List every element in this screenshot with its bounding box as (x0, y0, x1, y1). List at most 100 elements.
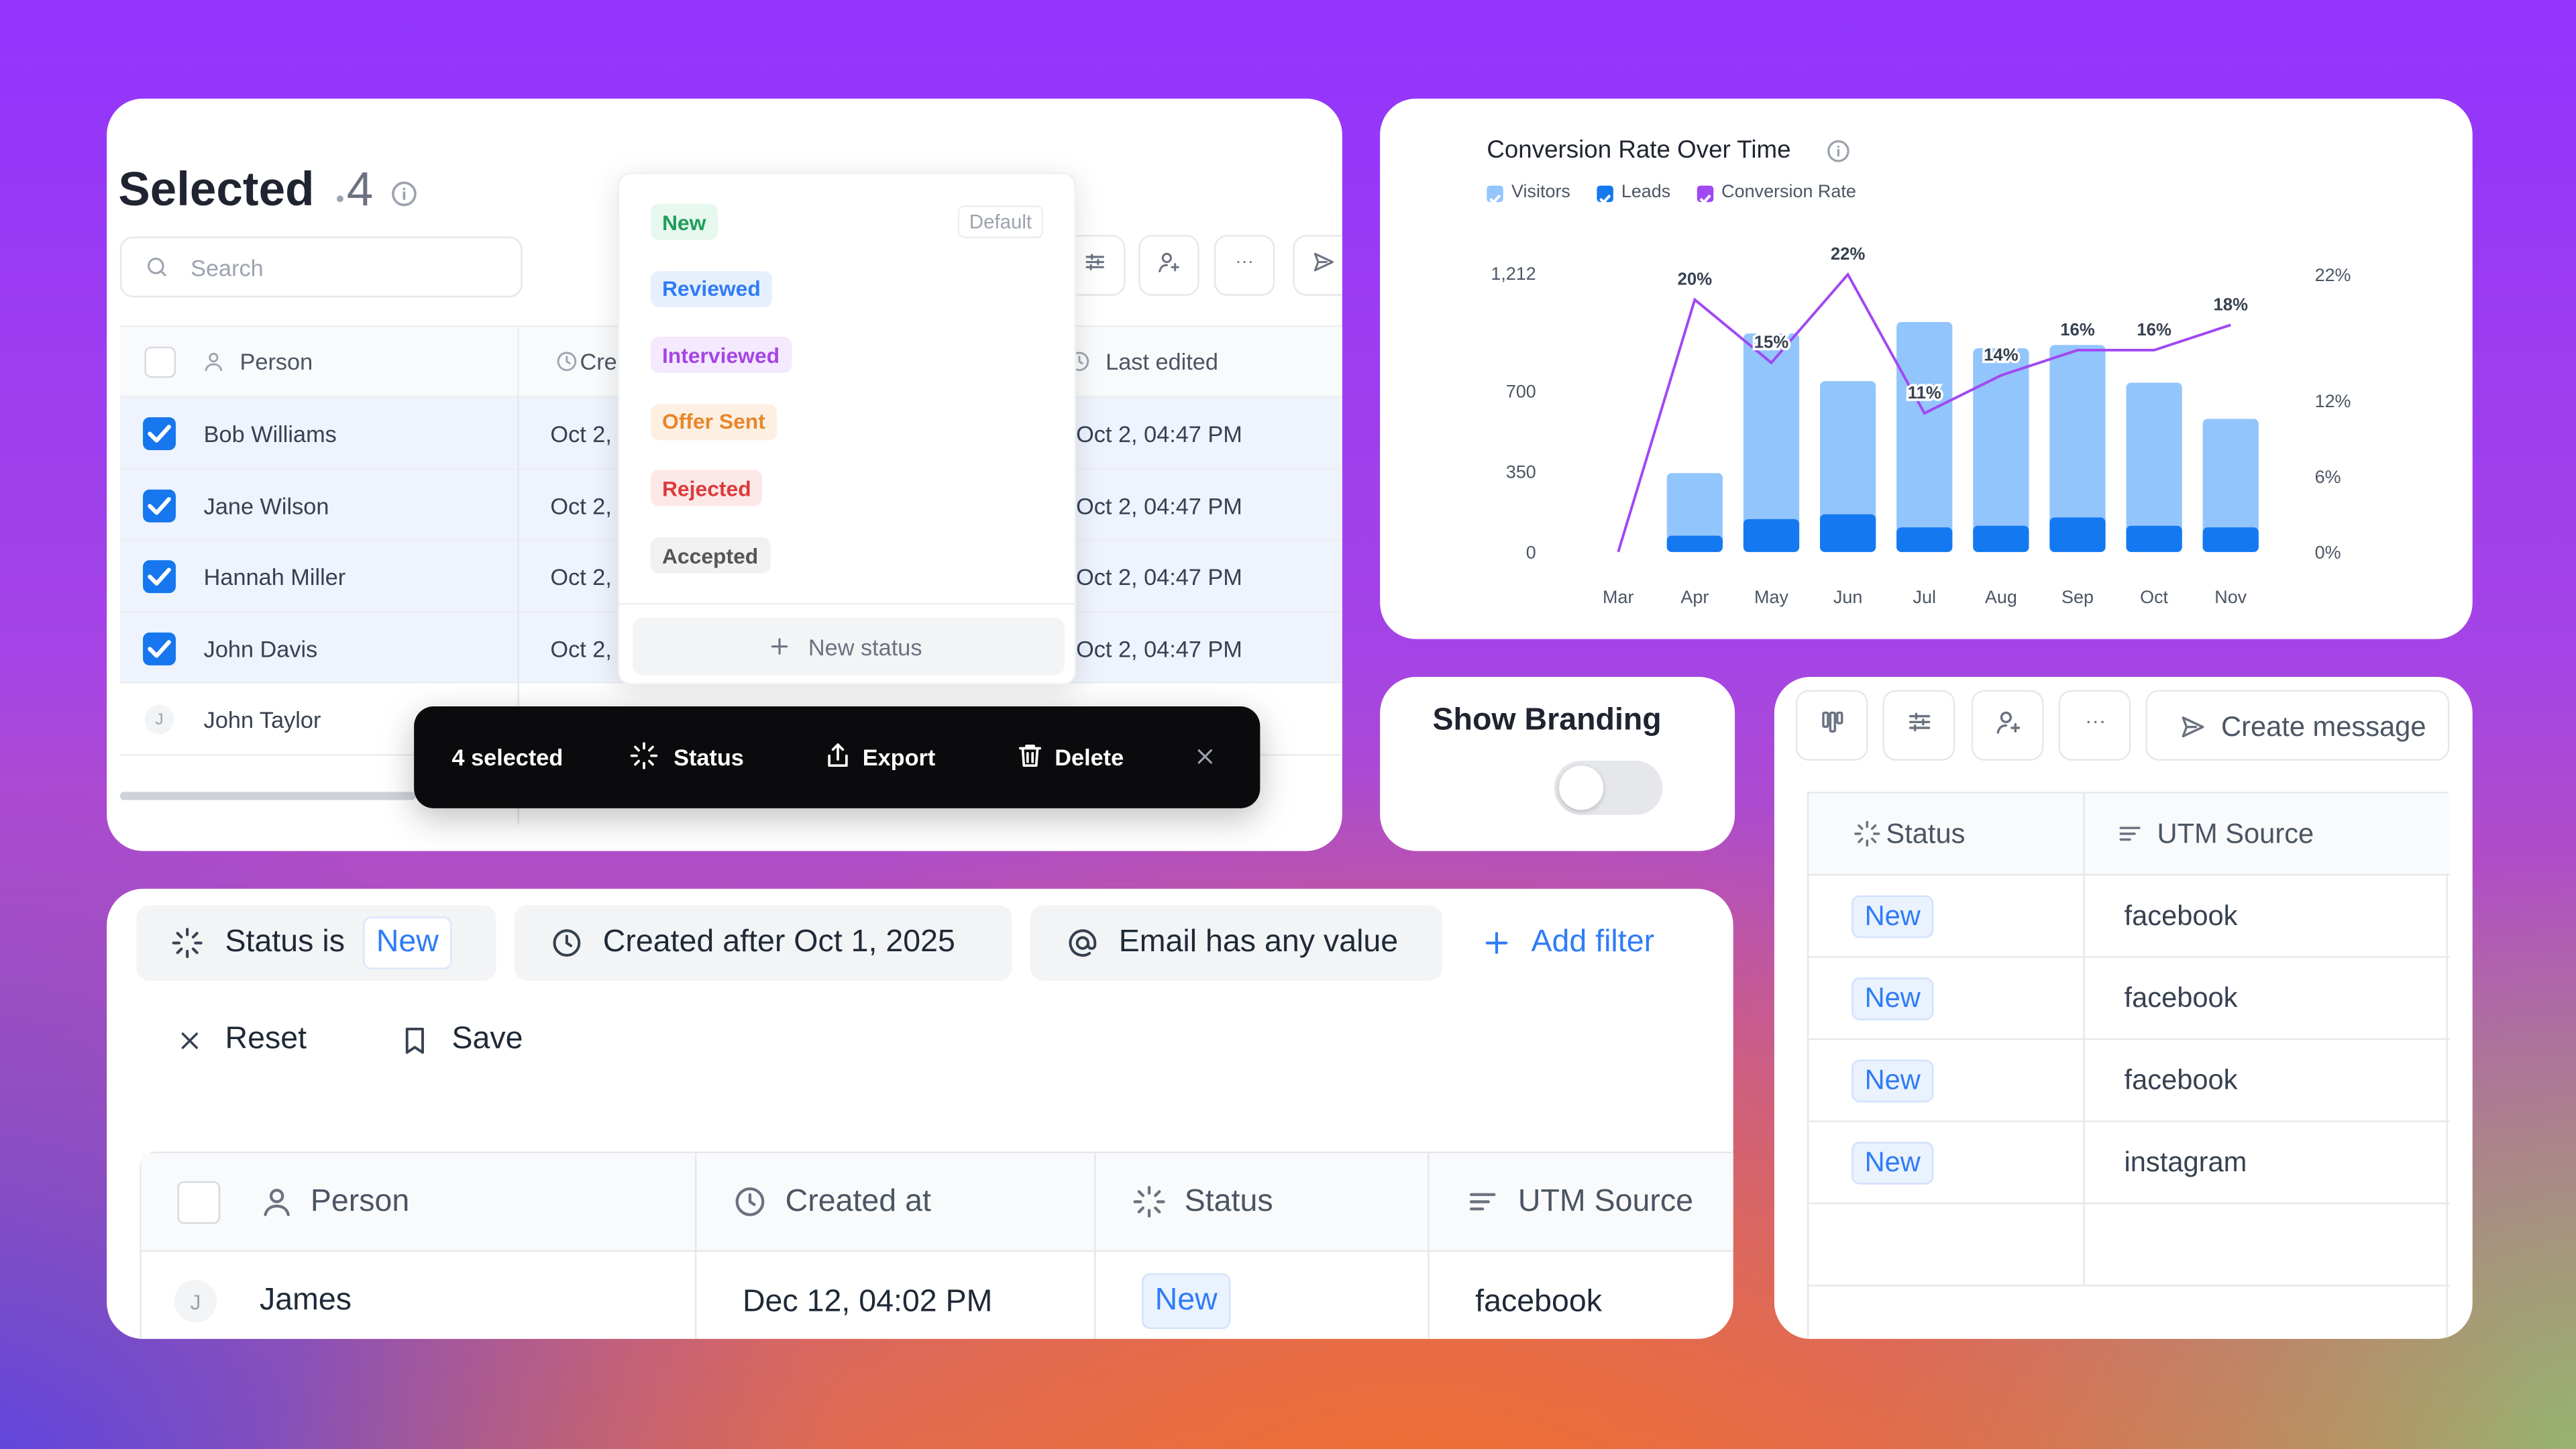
status-option[interactable]: Interviewed (650, 337, 792, 374)
icon-part (1469, 1193, 1496, 1211)
toolbar-icon (1311, 249, 1336, 282)
legend-checkbox[interactable] (1597, 185, 1613, 205)
column-icon (202, 350, 225, 382)
toolbar-button[interactable] (1138, 235, 1199, 296)
bar (2202, 527, 2259, 552)
toolbar-button[interactable] (2058, 690, 2131, 761)
action-icon (1015, 741, 1044, 778)
icon-part (735, 1187, 765, 1216)
column-icon (1853, 820, 1881, 856)
toolbar-button[interactable] (1882, 690, 1955, 761)
chart-card: Conversion Rate Over Time Visitors Leads Co… (1380, 98, 2473, 639)
icon-part (205, 352, 223, 372)
reset-button[interactable]: Reset (225, 1022, 307, 1057)
bulk-action[interactable]: Export (862, 744, 936, 771)
checkbox[interactable] (143, 488, 176, 522)
person-name: John Taylor (203, 707, 321, 734)
toolbar-icon (1905, 707, 1933, 743)
icon-part (2119, 826, 2141, 841)
table-row: New instagram (1809, 1122, 2450, 1205)
search-box[interactable]: Search (119, 236, 523, 298)
utm-cell: instagram (2124, 1146, 2247, 1178)
x-tick-label: Apr (1680, 587, 1709, 607)
data-label: 11% (1908, 384, 1941, 402)
plus-icon (1481, 926, 1513, 967)
bulk-action[interactable]: Delete (1055, 744, 1124, 771)
icon-part (1835, 710, 1843, 724)
x-tick-label: Nov (2214, 587, 2247, 607)
toolbar-button[interactable] (1795, 690, 1868, 761)
status-option[interactable]: New (650, 203, 718, 240)
icon-part (553, 929, 581, 957)
utm-cell: facebook (2124, 1064, 2238, 1096)
filter-value: New (363, 916, 452, 969)
legend-label: Leads (1621, 182, 1671, 203)
icon-part (831, 743, 845, 761)
icon-part (148, 258, 164, 274)
add-filter[interactable]: Add filter (1531, 924, 1655, 960)
status-option[interactable]: Accepted (650, 537, 770, 574)
new-status-label: New status (808, 634, 922, 661)
bar (1896, 322, 1953, 552)
filter-card: Status is New Created after Oct 1, 2025 Ema… (107, 888, 1733, 1339)
icon-part (565, 934, 573, 947)
toolbar-button[interactable] (1293, 235, 1342, 296)
icon-part (1069, 929, 1097, 957)
checkbox[interactable] (143, 632, 176, 665)
at-icon (1066, 926, 1099, 967)
empty-row (1809, 1204, 2450, 1287)
icon-part (2182, 716, 2204, 738)
toggle[interactable] (1554, 760, 1663, 815)
icon-part (148, 258, 166, 276)
filter-chip[interactable]: Status is New (136, 905, 496, 981)
icon-part (1197, 749, 1213, 764)
send-icon (2178, 713, 2206, 749)
checkbox[interactable] (143, 560, 176, 594)
status-option[interactable]: Rejected (650, 470, 763, 507)
status-option[interactable]: Reviewed (650, 270, 772, 307)
save-button[interactable]: Save (451, 1022, 523, 1057)
filter-chip[interactable]: Email has any value (1030, 905, 1443, 981)
icon-part (1485, 932, 1508, 955)
checkbox[interactable] (177, 1181, 221, 1224)
icon-part (1069, 929, 1097, 957)
x-tick-label: Aug (1985, 587, 2017, 607)
status-option[interactable]: Offer Sent (650, 403, 777, 440)
legend-checkbox[interactable] (1697, 185, 1713, 205)
y2-tick-label: 22% (2315, 265, 2351, 285)
toolbar-button[interactable] (1214, 235, 1275, 296)
filter-chip[interactable]: Created after Oct 1, 2025 (514, 905, 1012, 981)
legend-label: Visitors (1511, 182, 1570, 203)
column-divider (2083, 793, 2085, 1287)
y2-tick-label: 12% (2315, 391, 2351, 411)
new-status-button[interactable]: New status (632, 617, 1065, 676)
line (1617, 272, 2231, 553)
last-edited-cell: Oct 2, 04:47 PM (1076, 564, 1242, 590)
column-header: Status (1886, 818, 1966, 850)
avatar: J (174, 1279, 217, 1323)
bulk-action[interactable]: Status (674, 744, 744, 771)
column-divider (517, 327, 519, 398)
person-name: Bob Williams (203, 420, 337, 447)
bookmark-icon (399, 1025, 431, 1065)
icon-part (2086, 720, 2103, 722)
legend-checkbox[interactable] (1487, 185, 1503, 205)
create-message-button[interactable]: Create message (2145, 690, 2450, 761)
icon-part (1197, 749, 1213, 764)
toolbar-button[interactable] (1971, 690, 2044, 761)
icon-part (828, 743, 848, 767)
table-row: J James Dec 12, 04:02 PM New facebook (142, 1252, 1733, 1339)
icon-part (205, 363, 223, 372)
icon-part (2119, 826, 2141, 841)
utm-cell: facebook (1475, 1285, 1603, 1320)
checkbox[interactable] (143, 417, 176, 451)
checkbox[interactable] (144, 346, 176, 378)
bar (1666, 473, 1723, 552)
icon-part (1599, 194, 1611, 205)
scrollbar (119, 792, 416, 800)
icon-part (1313, 252, 1334, 271)
x-tick-label: Sep (2061, 587, 2094, 607)
data-label: 20% (1678, 270, 1713, 289)
x-tick-label: May (1754, 587, 1788, 607)
